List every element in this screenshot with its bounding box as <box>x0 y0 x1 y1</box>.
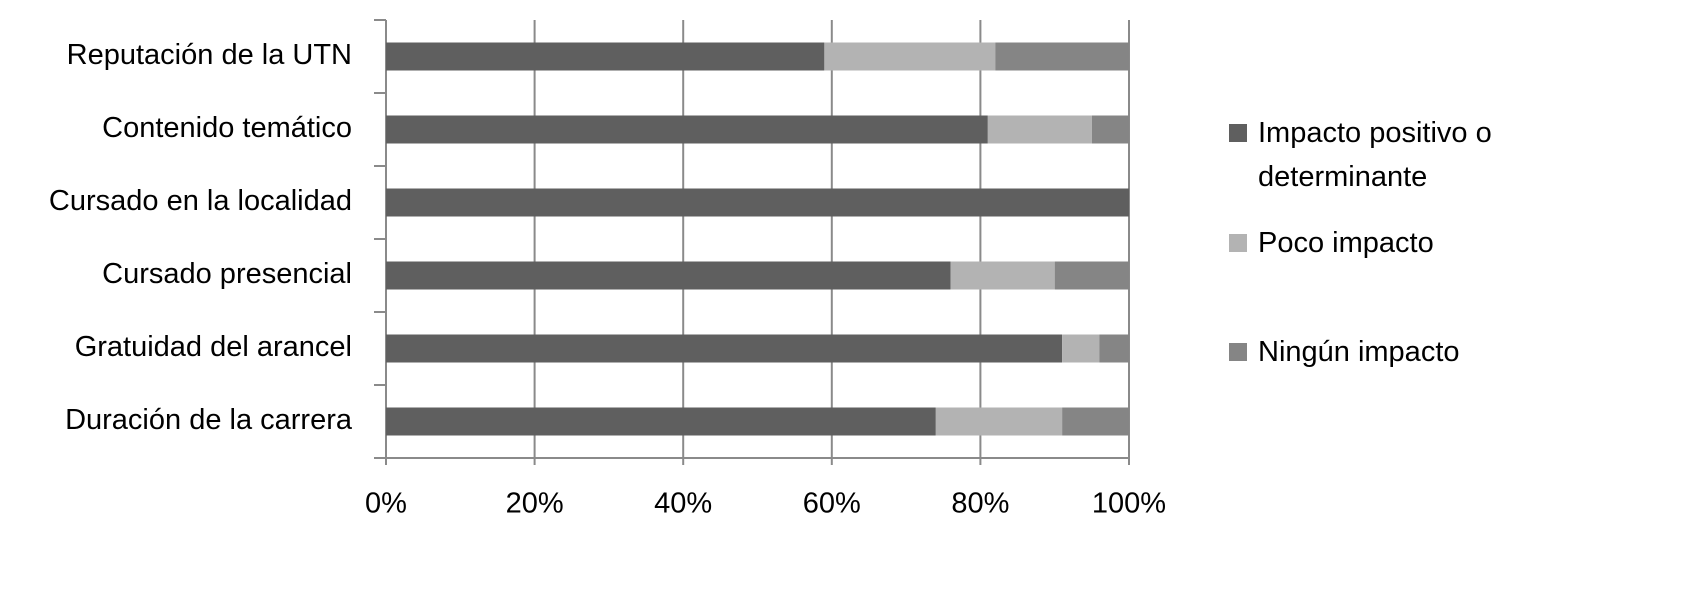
legend-label: Poco impacto <box>1258 227 1434 259</box>
x-tick-label: 20% <box>506 488 564 520</box>
x-tick-label: 100% <box>1092 488 1166 520</box>
legend-swatch <box>1229 343 1247 361</box>
bar-segment <box>386 334 1063 363</box>
bar-segment <box>386 115 988 144</box>
bar-segment <box>386 261 951 290</box>
legend-swatch <box>1229 124 1247 142</box>
bar-segment <box>386 407 936 436</box>
y-tick-label: Cursado presencial <box>102 258 352 290</box>
bar-segment <box>1099 334 1129 363</box>
x-tick-label: 80% <box>951 488 1009 520</box>
bar-segment <box>950 261 1055 290</box>
x-tick-label: 60% <box>803 488 861 520</box>
x-tick-label: 0% <box>365 488 407 520</box>
bar-segment <box>386 188 1129 217</box>
bar-segment <box>935 407 1063 436</box>
legend-label: Ningún impacto <box>1258 336 1460 368</box>
bar-segment <box>1062 407 1129 436</box>
legend-entry: Ningún impacto <box>1229 330 1559 374</box>
y-tick-label: Cursado en la localidad <box>49 185 352 217</box>
bar-segment <box>995 42 1129 71</box>
bar-segment <box>1054 261 1129 290</box>
legend-entry: Impacto positivo o determinante <box>1229 111 1559 199</box>
bar-segment <box>386 42 825 71</box>
y-tick-label: Contenido temático <box>102 112 352 144</box>
legend-label: Impacto positivo o determinante <box>1258 117 1492 193</box>
legend-entry: Poco impacto <box>1229 221 1559 265</box>
y-tick-label: Gratuidad del arancel <box>75 331 352 363</box>
legend-swatch <box>1229 234 1247 252</box>
bar-segment <box>987 115 1092 144</box>
x-tick-label: 40% <box>654 488 712 520</box>
bar-segment <box>824 42 996 71</box>
bar-segment <box>1062 334 1100 363</box>
y-tick-label: Reputación de la UTN <box>67 39 352 71</box>
bar-segment <box>1091 115 1129 144</box>
y-tick-label: Duración de la carrera <box>65 404 353 436</box>
